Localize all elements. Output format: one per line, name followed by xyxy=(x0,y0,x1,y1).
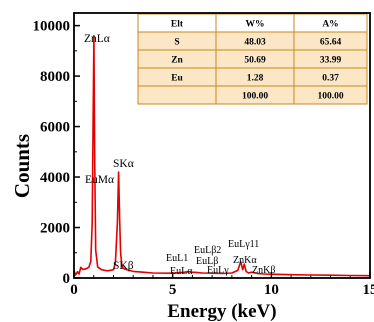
y-tick-label: 4000 xyxy=(40,170,70,186)
table-header-text: A% xyxy=(322,20,338,30)
x-tick-label: 10 xyxy=(264,282,279,298)
table-cell xyxy=(137,85,217,105)
peak-label: ZnKα xyxy=(233,255,257,266)
y-tick-label: 10000 xyxy=(33,19,71,35)
x-axis-title: Energy (keV) xyxy=(167,301,276,322)
table-cell-text: Eu xyxy=(171,74,183,84)
plot-frame xyxy=(73,12,371,279)
peak-label: ZnLα xyxy=(84,33,110,45)
x-tick-label: 5 xyxy=(169,282,177,298)
table-cell-text: 48.03 xyxy=(244,38,266,48)
y-tick-label: 8000 xyxy=(40,69,70,85)
table-header-text: Elt xyxy=(171,20,184,30)
table-cell xyxy=(293,85,368,105)
peak-label: SKα xyxy=(113,158,134,170)
y-tick-label: 0 xyxy=(63,271,71,287)
y-tick-label: 2000 xyxy=(40,221,70,237)
x-tick-label: 0 xyxy=(70,282,78,298)
tick-labels: 0 5 10 15 0 2000 4000 6000 8000 10000 xyxy=(33,19,374,298)
peak-label: EuL1 xyxy=(166,253,188,264)
table-cell-text: Zn xyxy=(171,56,183,66)
table-cell-text: 65.64 xyxy=(320,38,342,48)
peak-label: EuLβ2 xyxy=(194,245,221,256)
peak-label: EuLβ xyxy=(196,256,218,267)
table-cell-text: 100.00 xyxy=(242,92,268,102)
table-header-text: W% xyxy=(246,20,265,30)
y-axis-title: Counts xyxy=(10,134,34,198)
y-tick-label: 6000 xyxy=(40,120,70,136)
peak-label: ZnKβ xyxy=(252,265,275,276)
table-cell-text: 33.99 xyxy=(320,56,342,66)
spectrum-line xyxy=(73,34,371,277)
peak-label: EuLγ xyxy=(207,265,229,276)
peak-label: EuMα xyxy=(85,174,114,186)
peak-label: EuLγ11 xyxy=(228,239,259,250)
table-cell-text: 100.00 xyxy=(317,92,343,102)
composition-table: Elt W% A% S 48.03 65.64 Zn 50.69 33.99 Eu 1.28 0.37… xyxy=(137,13,368,105)
peak-label: EuLα xyxy=(170,266,193,277)
table-cell-text: 0.37 xyxy=(322,74,339,84)
table-cell-text: S xyxy=(174,38,179,48)
table-cell-text: 50.69 xyxy=(244,56,266,66)
peak-label: SKβ xyxy=(113,260,134,272)
table-cell-text: 1.28 xyxy=(247,74,264,84)
x-tick-label: 15 xyxy=(363,282,374,298)
